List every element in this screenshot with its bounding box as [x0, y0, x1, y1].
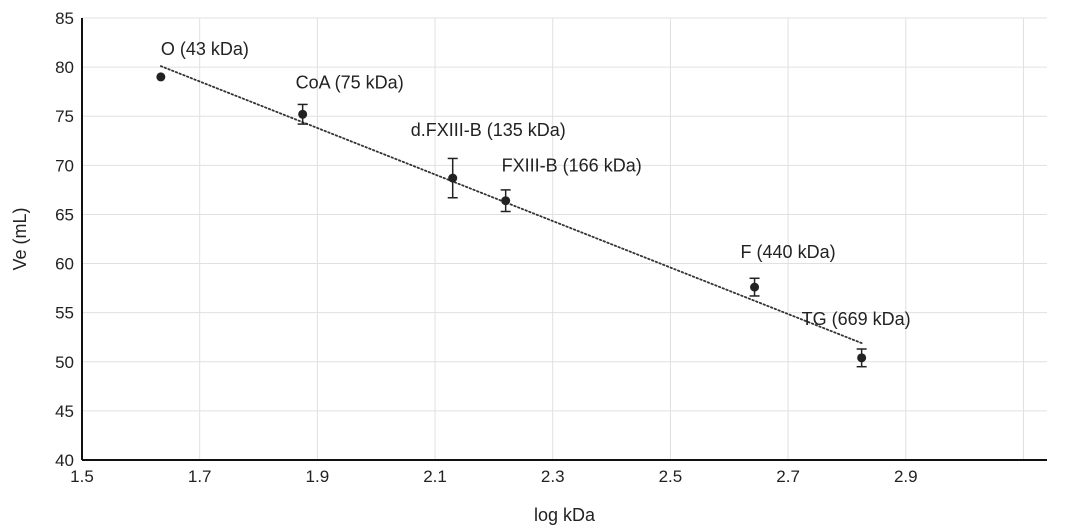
- x-tick-label: 1.7: [188, 467, 212, 486]
- axes: [81, 18, 1047, 461]
- data-point: [750, 282, 760, 292]
- y-axis-title: Ve (mL): [10, 207, 30, 270]
- y-tick-label: 65: [55, 205, 74, 224]
- x-tick-label: 1.5: [70, 467, 94, 486]
- x-axis-title: log kDa: [534, 505, 596, 525]
- trendline-group: [159, 65, 863, 345]
- y-tick-label: 80: [55, 58, 74, 77]
- data-point: [156, 72, 166, 82]
- y-tick-labels: 40 45 50 55 60 65 70 75 80 85: [55, 9, 74, 470]
- point-label: FXIII-B (166 kDa): [502, 156, 642, 176]
- y-tick-label: 40: [55, 451, 74, 470]
- point-labels: O (43 kDa) CoA (75 kDa) d.FXIII-B (135 kDa…: [161, 39, 911, 329]
- point-label: TG (669 kDa): [802, 309, 911, 329]
- x-tick-label: 1.9: [306, 467, 330, 486]
- x-tick-label: 2.1: [423, 467, 447, 486]
- data-point: [501, 196, 511, 206]
- x-tick-label: 2.5: [659, 467, 683, 486]
- point-label: F (440 kDa): [741, 242, 836, 262]
- data-point: [448, 173, 458, 183]
- y-tick-label: 55: [55, 304, 74, 323]
- x-tick-label: 2.7: [776, 467, 800, 486]
- point-label: O (43 kDa): [161, 39, 249, 59]
- y-tick-label: 85: [55, 9, 74, 28]
- x-tick-label: 2.3: [541, 467, 565, 486]
- y-tick-label: 70: [55, 156, 74, 175]
- data-points: [156, 72, 867, 368]
- y-tick-label: 60: [55, 255, 74, 274]
- grid: [82, 17, 1047, 460]
- trendline: [159, 65, 863, 345]
- data-point: [857, 353, 867, 363]
- y-tick-label: 50: [55, 353, 74, 372]
- y-tick-label: 75: [55, 107, 74, 126]
- x-tick-labels: 1.5 1.7 1.9 2.1 2.3 2.5 2.7 2.9: [70, 467, 917, 486]
- y-tick-label: 45: [55, 402, 74, 421]
- point-label: d.FXIII-B (135 kDa): [411, 120, 566, 140]
- x-tick-label: 2.9: [894, 467, 918, 486]
- point-label: CoA (75 kDa): [296, 72, 404, 92]
- data-point: [298, 109, 308, 119]
